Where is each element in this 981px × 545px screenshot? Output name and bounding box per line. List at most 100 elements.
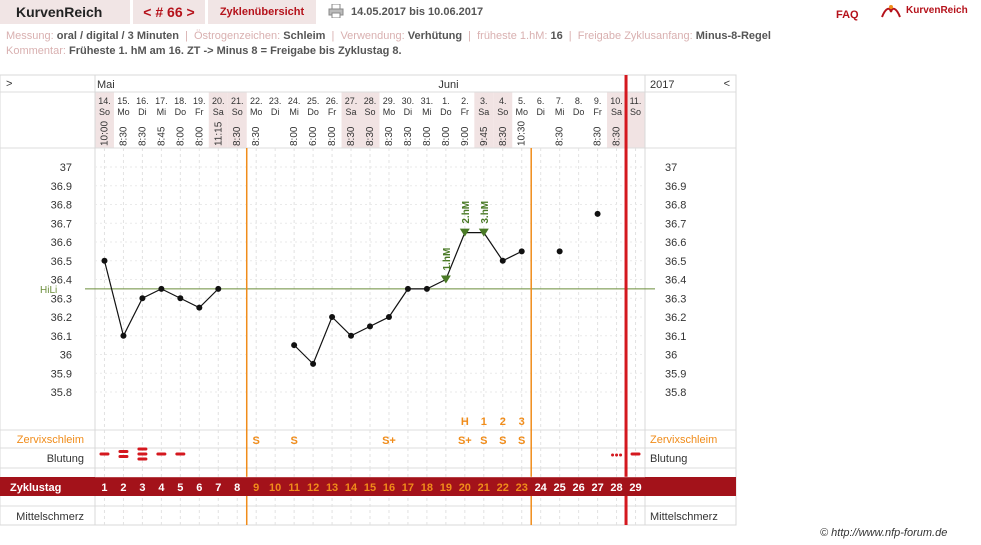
- bleeding-mark: [118, 450, 129, 453]
- nav-right-arrow: <: [724, 78, 730, 90]
- cycle-day-row-label: Zyklustag: [10, 482, 61, 494]
- cervix-mark: S: [518, 435, 525, 447]
- cycle-day-number: 16: [383, 482, 395, 494]
- date-label: 28.: [364, 96, 377, 106]
- weekday-label: So: [497, 107, 508, 117]
- cycle-day-number: 15: [364, 482, 376, 494]
- temperature-point: [291, 342, 298, 349]
- date-label: 18.: [174, 96, 187, 106]
- date-label: 26.: [326, 96, 339, 106]
- cervix-mark: S+: [382, 435, 396, 447]
- cycle-day-number: 23: [516, 482, 528, 494]
- temperature-point: [158, 285, 165, 292]
- ytick-label-right: 35.8: [665, 387, 686, 399]
- weekday-label: Mo: [383, 107, 396, 117]
- hm-marker: [440, 275, 451, 284]
- cycle-day-number: 4: [158, 482, 165, 494]
- brand-title[interactable]: KurvenReich: [0, 0, 130, 24]
- measure-time-label: 10:00: [99, 121, 110, 146]
- measure-time-label: 8:30: [251, 126, 262, 146]
- weekday-label: Fr: [195, 107, 204, 117]
- date-label: 7.: [556, 96, 564, 106]
- weekday-label: Mi: [157, 107, 167, 117]
- weekday-label: Do: [307, 107, 319, 117]
- tab-cycle-overview[interactable]: Zyklenübersicht: [208, 0, 316, 24]
- date-label: 4.: [499, 96, 507, 106]
- weekday-label: So: [364, 107, 375, 117]
- date-label: 16.: [136, 96, 149, 106]
- year-label: 2017: [650, 79, 674, 91]
- cycle-day-number: 6: [196, 482, 202, 494]
- weekday-label: Sa: [346, 107, 357, 117]
- logo-text[interactable]: KurvenReich: [906, 5, 968, 16]
- month-label: Juni: [438, 79, 458, 91]
- weekday-label: Sa: [478, 107, 489, 117]
- hm-label: 2.hM: [461, 201, 472, 224]
- kommentar-label: Kommentar:: [6, 45, 66, 57]
- temperature-point: [329, 314, 336, 320]
- cervix-mark: S: [499, 435, 506, 447]
- weekday-label: Mo: [250, 107, 263, 117]
- bleeding-mark: [156, 452, 167, 456]
- ytick-label-right: 36.4: [665, 275, 686, 287]
- ytick-label-left: 37: [60, 162, 72, 174]
- weekday-label: Di: [138, 107, 147, 117]
- cycle-navigator[interactable]: < # 66 >: [133, 0, 205, 24]
- date-label: 30.: [402, 96, 415, 106]
- bleeding-spot-mark: [615, 453, 619, 457]
- faq-link[interactable]: FAQ: [836, 9, 859, 21]
- cervix-mark: S: [290, 435, 297, 447]
- measure-time-label: 8:30: [346, 126, 357, 146]
- weekend-shade: [360, 92, 380, 148]
- temperature-point: [101, 257, 108, 264]
- weekend-shade: [493, 92, 513, 148]
- date-label: 2.: [461, 96, 469, 106]
- measure-time-label: 6:00: [308, 126, 319, 146]
- ytick-label-right: 36.8: [665, 200, 686, 212]
- measure-time-label: 8:45: [156, 126, 167, 146]
- weekday-label: Do: [175, 107, 187, 117]
- ytick-label-left: 35.8: [51, 387, 72, 399]
- bleeding-mark: [137, 452, 148, 456]
- date-label: 31.: [421, 96, 434, 106]
- printer-icon[interactable]: [328, 4, 344, 18]
- fhm-label: früheste 1.hM:: [477, 30, 548, 42]
- temperature-point: [177, 295, 184, 302]
- bleeding-row-label-right: Blutung: [650, 453, 687, 465]
- top-bar: KurvenReich < # 66 > Zyklenübersicht 14.…: [0, 0, 981, 26]
- measure-time-label: 8:00: [422, 126, 433, 146]
- logo-icon[interactable]: [880, 3, 902, 21]
- measure-time-label: 8:00: [327, 126, 338, 146]
- meta-row-comment: Kommentar: Früheste 1. hM am 16. ZT -> M…: [6, 45, 402, 57]
- bleeding-mark: [99, 452, 110, 456]
- measure-time-label: 8:30: [555, 126, 566, 146]
- meta-row-settings: Messung: oral / digital / 3 Minuten | Ös…: [6, 30, 771, 42]
- cycle-day-number: 26: [572, 482, 584, 494]
- date-label: 20.: [212, 96, 225, 106]
- weekday-label: So: [99, 107, 110, 117]
- measure-time-label: 8:30: [403, 126, 414, 146]
- cycle-day-number: 18: [421, 482, 433, 494]
- cycle-day-number: 3: [139, 482, 145, 494]
- date-range: 14.05.2017 bis 10.06.2017: [351, 6, 484, 18]
- weekend-shade: [227, 92, 247, 148]
- hm-label: 3.hM: [480, 201, 491, 224]
- date-label: 8.: [575, 96, 583, 106]
- cycle-day-bar: [0, 477, 736, 496]
- measure-time-label: 8:30: [498, 126, 509, 146]
- hm-marker: [478, 228, 489, 237]
- cycle-day-number: 11: [288, 482, 300, 494]
- ytick-label-right: 36.5: [665, 256, 686, 268]
- cervix-peak-label: 1: [481, 416, 487, 428]
- measure-time-label: 8:30: [384, 126, 395, 146]
- freigabe-value: Minus-8-Regel: [695, 30, 771, 42]
- cycle-day-number: 9: [253, 482, 259, 494]
- ytick-label-left: 36: [60, 350, 72, 362]
- temperature-point: [423, 285, 430, 292]
- cervix-peak-label: 2: [500, 416, 506, 428]
- cervix-mark: S+: [458, 435, 472, 447]
- measure-time-label: 8:00: [441, 126, 452, 146]
- measure-time-label: 11:15: [213, 121, 224, 146]
- temperature-point: [385, 314, 392, 320]
- ytick-label-left: 36.7: [51, 218, 72, 230]
